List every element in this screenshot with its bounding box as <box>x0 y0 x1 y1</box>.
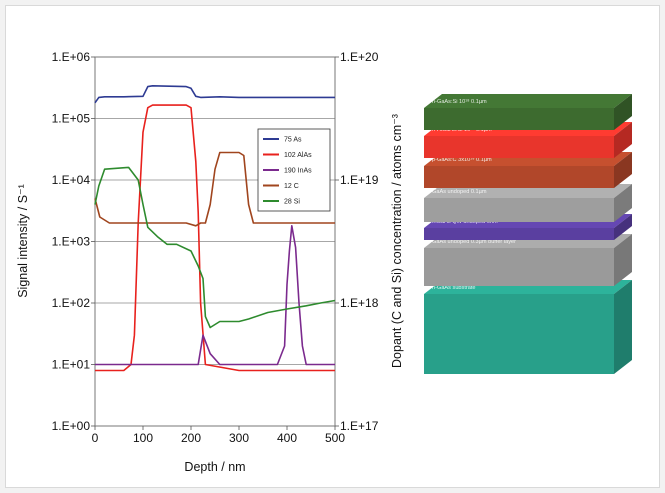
layer-slab: n-GaAs substrate <box>424 280 632 374</box>
layer-side-face <box>614 214 632 240</box>
layer-label: p-GaAs:C 3x10¹⁹ 0.1µm <box>432 156 492 163</box>
layer-side-face <box>614 94 632 130</box>
series-line-3 <box>95 225 335 366</box>
y-tick-label: 1.E+05 <box>52 112 91 126</box>
series-line-1 <box>94 85 335 104</box>
y-tick-label: 1.E+06 <box>52 50 91 64</box>
x-tick-label: 0 <box>92 431 99 445</box>
y-tick-label: 1.E+02 <box>52 296 91 310</box>
y-tick-label: 1.E+00 <box>52 419 91 433</box>
layer-label: n-GaAs substrate <box>432 285 476 291</box>
x-tick-label: 400 <box>277 431 297 445</box>
layer-side-face <box>614 184 632 222</box>
layer-side-face <box>614 234 632 286</box>
y-right-tick-label: 1.E+20 <box>340 50 379 64</box>
layer-stack-diagram: n-GaAs substrate GaAs undoped 0.3µm buffe… <box>424 94 632 374</box>
layer-slab: n-GaAs:Si 10¹⁸ 0.1µm <box>424 94 632 130</box>
layer-front-face <box>424 136 614 158</box>
y-right-tick-label: 1.E+18 <box>340 296 379 310</box>
layer-front-face <box>424 198 614 222</box>
x-axis-label: Depth / nm <box>184 460 245 474</box>
x-tick-label: 100 <box>133 431 153 445</box>
x-tick-label: 300 <box>229 431 249 445</box>
legend-label: 75 As <box>284 137 302 144</box>
layer-front-face <box>424 166 614 188</box>
layer-side-face <box>614 122 632 158</box>
y-right-tick-label: 1.E+19 <box>340 173 379 187</box>
y-tick-label: 1.E+01 <box>52 358 91 372</box>
y-axis-label-right: Dopant (C and Si) concentration / atoms … <box>390 114 404 368</box>
layer-front-face <box>424 294 614 374</box>
y-tick-label: 1.E+03 <box>52 235 91 249</box>
series-line-2 <box>95 104 335 372</box>
layer-slab: GaAs undoped 0.1µm <box>424 184 632 222</box>
series-line-4 <box>94 151 335 227</box>
layer-side-face <box>614 152 632 188</box>
y-axis-label: Signal intensity / S⁻¹ <box>16 184 30 298</box>
layer-side-face <box>614 280 632 374</box>
series-line-5 <box>94 166 336 329</box>
layer-label: n-GaAs:Si 10¹⁸ 0.1µm <box>432 98 487 105</box>
layer-top-face <box>424 94 632 108</box>
layer-label: GaAs undoped 0.1µm <box>432 189 487 195</box>
y-right-tick-label: 1.E+17 <box>340 419 379 433</box>
layer-front-face <box>424 228 614 240</box>
x-tick-label: 200 <box>181 431 201 445</box>
layer-label: GaAs undoped 0.3µm buffer layer <box>432 239 516 245</box>
legend-label: 28 Si <box>284 199 300 206</box>
y-tick-label: 1.E+04 <box>52 173 91 187</box>
layer-front-face <box>424 248 614 286</box>
x-tick-label: 500 <box>325 431 345 445</box>
legend-label: 102 AlAs <box>284 152 312 159</box>
legend: 75 As 102 AlAs 190 InAs 12 C 28 Si <box>257 128 331 212</box>
series-group <box>94 85 336 372</box>
layer-slab: GaAs undoped 0.3µm buffer layer <box>424 234 632 286</box>
legend-label: 190 InAs <box>284 168 312 175</box>
legend-label: 12 C <box>284 183 299 190</box>
layer-front-face <box>424 108 614 130</box>
